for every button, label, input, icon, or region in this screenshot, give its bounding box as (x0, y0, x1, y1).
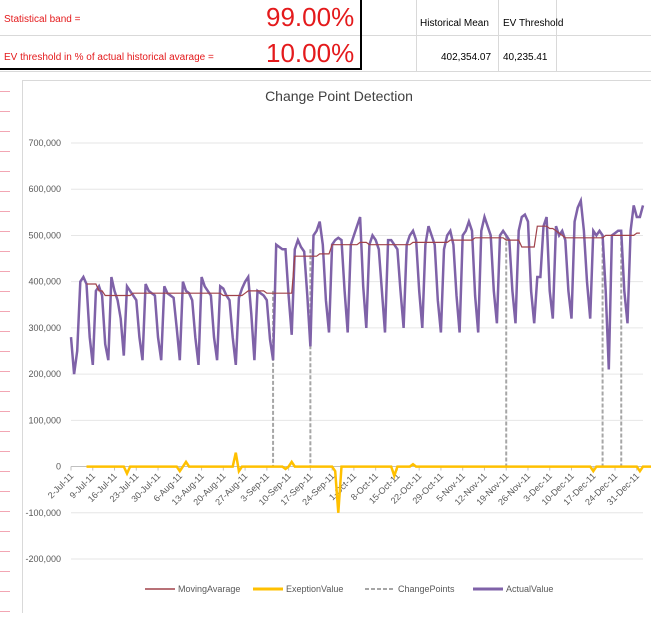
y-tick-label: 400,000 (28, 277, 61, 287)
y-tick-label: -200,000 (25, 554, 61, 564)
y-tick-label: -100,000 (25, 508, 61, 518)
y-tick-label: 200,000 (28, 369, 61, 379)
historical-mean-header: Historical Mean (420, 18, 489, 29)
actual-value-line (71, 201, 643, 374)
grid-line (416, 0, 417, 72)
ev-threshold-value[interactable]: 40,235.41 (503, 52, 548, 63)
ev-threshold-header: EV Threshold (503, 18, 563, 29)
y-tick-label: 500,000 (28, 230, 61, 240)
grid-line (498, 0, 499, 72)
chart-area[interactable]: Change Point Detection 700,000 600,000 500,… (22, 80, 651, 613)
y-tick-label: 600,000 (28, 184, 61, 194)
y-tick-label: 0 (56, 462, 61, 472)
y-tick-label: 700,000 (28, 138, 61, 148)
grid-line (556, 0, 557, 72)
change-point-chart: Change Point Detection 700,000 600,000 500,… (23, 81, 651, 613)
chart-title: Change Point Detection (265, 88, 413, 104)
legend-label: MovingAvarage (178, 584, 240, 594)
legend-label: ExeptionValue (286, 584, 343, 594)
row-stripes (0, 72, 10, 612)
band-value[interactable]: 99.00% (266, 2, 354, 33)
historical-mean-value[interactable]: 402,354.07 (441, 52, 491, 63)
grid-line (0, 71, 651, 72)
threshold-value[interactable]: 10.00% (266, 38, 354, 69)
band-label: Statistical band = (4, 14, 80, 25)
y-tick-label: 300,000 (28, 323, 61, 333)
y-tick-label: 100,000 (28, 415, 61, 425)
legend-label: ActualValue (506, 584, 553, 594)
threshold-label: EV threshold in % of actual historical a… (4, 52, 214, 63)
parameters-box: Statistical band = 99.00% EV threshold i… (0, 0, 362, 70)
legend-label: ChangePoints (398, 584, 455, 594)
